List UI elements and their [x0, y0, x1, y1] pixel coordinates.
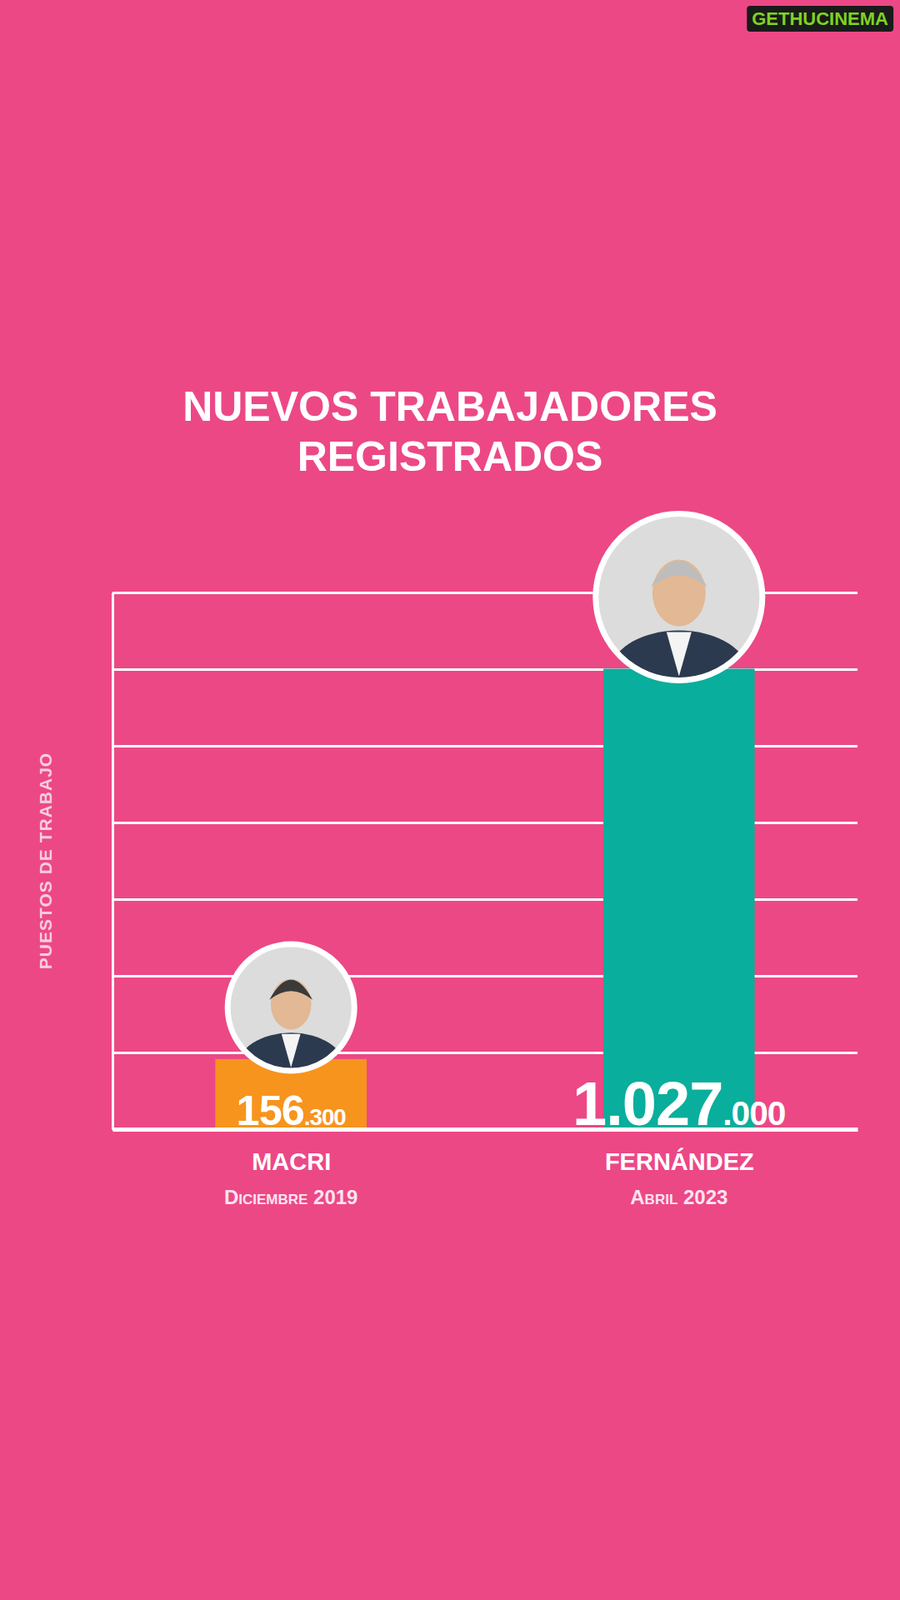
chart-root: GETHUCINEMA NUEVOS TRABAJADORESREGISTRADO… — [0, 0, 900, 1600]
x-tick-label: MACRI — [251, 1148, 331, 1175]
portrait-figure — [608, 559, 750, 722]
bars — [215, 668, 755, 1130]
y-axis — [112, 593, 858, 1130]
portrait-background — [595, 513, 763, 680]
data-label: 156.300 — [236, 1086, 347, 1135]
portrait-background — [227, 944, 355, 1071]
portrait — [595, 513, 763, 722]
portrait-suit — [608, 630, 750, 722]
x-axis: MACRI FERNÁNDEZ — [113, 1130, 859, 1175]
portrait-frame — [227, 944, 355, 1071]
bar — [603, 668, 755, 1130]
portrait-hair — [269, 980, 313, 1000]
portrait-frame — [595, 513, 763, 680]
watermark: GETHUCINEMA — [751, 8, 889, 30]
watermark-box — [746, 5, 894, 32]
portrait-figure — [237, 979, 345, 1103]
data-label: 1.027.000 — [572, 1069, 785, 1139]
category-date: Abril 2023 — [630, 1185, 728, 1209]
portrait — [227, 944, 355, 1103]
x-tick-label: FERNÁNDEZ — [605, 1147, 755, 1175]
portrait-shirt — [666, 631, 692, 676]
x-tick: MACRI — [251, 1148, 331, 1175]
portrait-shirt — [281, 1034, 301, 1068]
chart-svg: GETHUCINEMA NUEVOS TRABAJADORESREGISTRADO… — [0, 0, 900, 1600]
category-date: Diciembre 2019 — [224, 1185, 359, 1209]
watermark-group: GETHUCINEMA — [746, 5, 894, 32]
y-axis-line — [111, 593, 115, 1130]
portraits — [227, 513, 763, 1102]
portrait-hair — [650, 560, 708, 588]
background — [0, 0, 900, 1600]
y-axis-title: PUESTOS DE TRABAJO — [35, 752, 55, 970]
chart-title: NUEVOS TRABAJADORESREGISTRADOS — [182, 383, 718, 480]
x-tick: FERNÁNDEZ — [605, 1147, 755, 1175]
